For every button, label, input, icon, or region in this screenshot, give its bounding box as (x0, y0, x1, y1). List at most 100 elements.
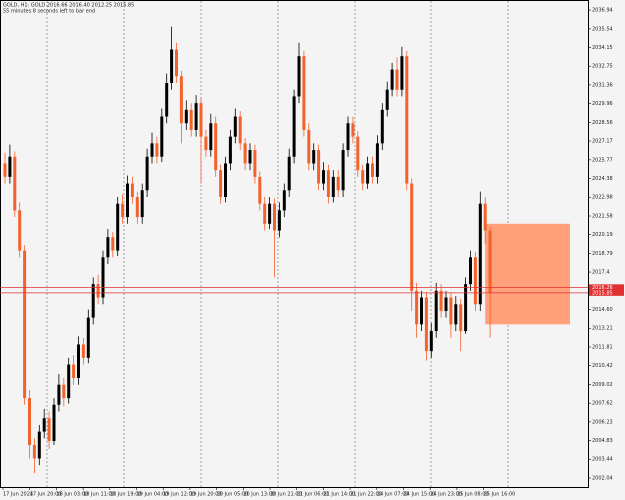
candle-body (429, 331, 433, 352)
candle-body (140, 190, 144, 218)
y-tick-label: 2021.58 (592, 214, 613, 220)
candle-body (341, 150, 345, 191)
candle-body (91, 284, 95, 318)
candle-body (86, 317, 90, 358)
candle-body (111, 237, 115, 251)
candle-body (292, 96, 296, 157)
y-tick-label: 2011.81 (592, 345, 613, 351)
candle-body (263, 203, 267, 224)
x-tick-label: 20 Jun 13:00 (243, 492, 275, 498)
x-tick-label: 24 Jun 15:00 (404, 492, 436, 498)
x-tick-label: 24 Jun 07:00 (377, 492, 409, 498)
candle-body (116, 203, 120, 251)
price-tag-label: 2016.26 (592, 285, 613, 291)
candle-body (204, 136, 208, 151)
candle-body (454, 304, 458, 325)
y-tick-label: 2028.56 (592, 120, 613, 126)
candle-body (209, 123, 213, 151)
price-tag-label: 2015.85 (592, 290, 613, 296)
candle-body (405, 56, 409, 184)
candle-body (258, 176, 262, 204)
y-tick-label: 2020.19 (592, 232, 613, 238)
candle-body (62, 384, 66, 399)
y-tick-label: 2034.15 (592, 45, 613, 51)
candle-body (96, 284, 100, 298)
candle-body (194, 103, 198, 130)
x-tick-label: 18 Jun 11:00 (83, 492, 115, 498)
candle-body (3, 163, 7, 177)
candle-body (72, 364, 76, 378)
candle-body (483, 203, 487, 231)
candle-body (233, 116, 237, 137)
candle-body (326, 170, 330, 197)
y-tick-label: 2010.42 (592, 363, 613, 369)
candle-body (449, 297, 453, 325)
candle-body (302, 56, 306, 130)
candle-body (273, 203, 276, 231)
candle-body (214, 123, 218, 171)
candle-body (356, 136, 360, 171)
y-tick-label: 2014.60 (592, 307, 613, 313)
candle-body (473, 257, 477, 305)
candle-body (199, 103, 203, 137)
candle-body (165, 82, 169, 117)
candle-body (170, 49, 174, 83)
x-tick-label: 19 Jun 04:00 (137, 492, 169, 498)
candle-body (81, 344, 85, 358)
y-tick-label: 2006.23 (592, 419, 613, 425)
candle-body (253, 150, 257, 177)
candle-body (189, 109, 193, 130)
candle-body (385, 89, 389, 110)
x-tick-label: 24 Jun 23:00 (430, 492, 462, 498)
candle-body (317, 150, 321, 184)
candle-body (13, 156, 17, 211)
candle-body (23, 250, 27, 399)
x-tick-label: 20 Jun 05:00 (217, 492, 249, 498)
candle-body (238, 116, 242, 144)
y-tick-label: 2029.96 (592, 101, 613, 107)
candle-body (18, 210, 22, 251)
candle-body (37, 431, 41, 459)
candle-body (184, 109, 188, 124)
candle-body (424, 297, 428, 352)
candle-body (248, 150, 252, 164)
candle-body (135, 196, 139, 218)
candle-body (478, 203, 482, 305)
x-tick-label: 25 Jun 16:00 (484, 492, 516, 498)
candle-body (346, 123, 350, 151)
chart-header: GOLD, H1: GOLD 2016.66 2016.40 2012.25 2… (3, 3, 134, 9)
y-tick-label: 2007.62 (592, 401, 613, 407)
candle-body (287, 156, 291, 191)
candle-body (160, 116, 164, 157)
candle-body (77, 344, 80, 378)
day-separators (46, 1, 509, 487)
candle-body (130, 183, 134, 197)
candle-body (67, 364, 71, 399)
candle-body (52, 404, 56, 442)
candle-body (366, 163, 370, 184)
candle-body (371, 163, 374, 177)
candle-body (179, 76, 183, 124)
candle-body (361, 170, 365, 184)
price-zone (485, 223, 570, 325)
candle-body (106, 237, 110, 258)
plot-frame (0, 0, 589, 488)
y-tick-label: 2009.02 (592, 382, 613, 388)
y-tick-label: 2025.77 (592, 157, 613, 163)
candle-body (312, 150, 316, 164)
candle-body (410, 183, 414, 291)
y-tick-label: 2035.54 (592, 26, 613, 32)
candle-body (420, 297, 423, 325)
candle-body (439, 290, 443, 311)
y-tick-label: 2003.44 (592, 457, 613, 463)
candle-body (336, 176, 340, 191)
candle-body (488, 230, 492, 293)
candle-body (219, 170, 223, 197)
candle-body (380, 109, 384, 144)
candle-body (415, 290, 419, 325)
candle-body (228, 136, 232, 164)
candle-body (101, 257, 105, 298)
x-tick-label: 17 Jun 20:00 (30, 492, 62, 498)
candle-body (459, 304, 463, 332)
